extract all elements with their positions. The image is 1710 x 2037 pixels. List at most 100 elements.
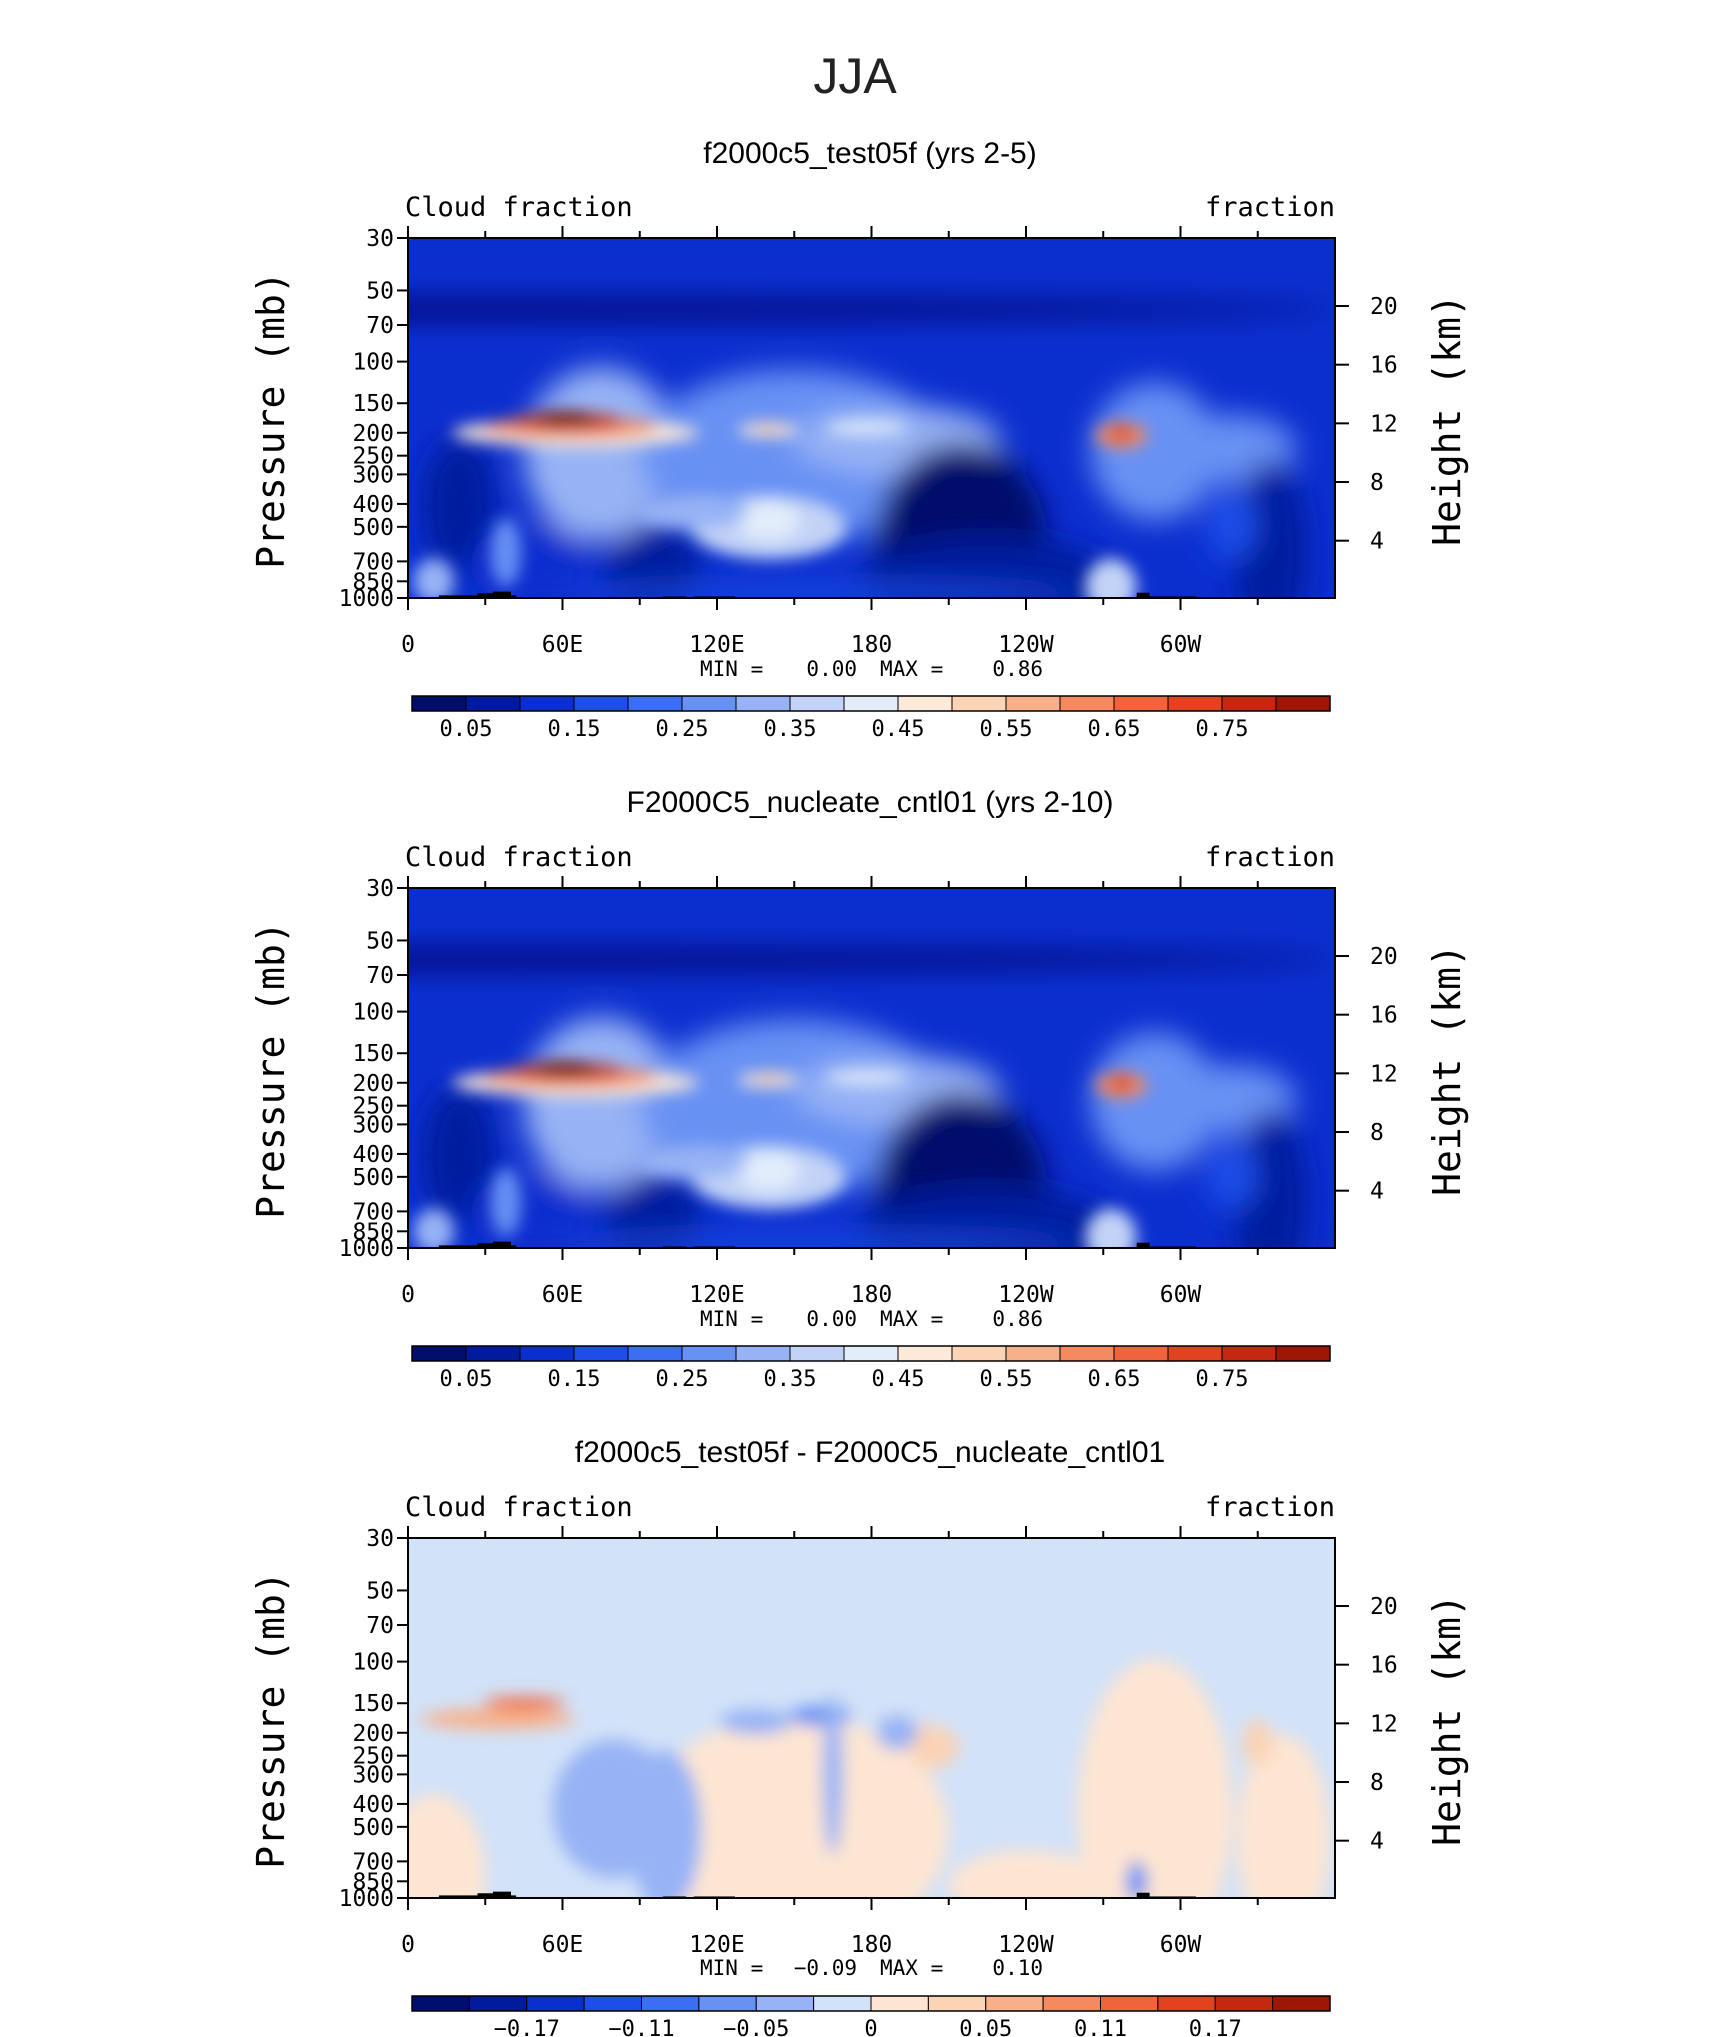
colorbar-segment xyxy=(789,695,845,712)
y-tick-label: 200 xyxy=(352,421,394,447)
topography-1 xyxy=(477,1893,493,1898)
colorbar-frame xyxy=(411,1995,1331,2012)
colorbar-segment xyxy=(641,1995,700,2012)
y-tick-label: 300 xyxy=(352,462,394,488)
field-region-12 xyxy=(1206,1140,1258,1210)
field-label: Cloud fraction xyxy=(405,1492,633,1523)
colorbar-segment xyxy=(927,1995,987,2012)
max-value: 0.10 xyxy=(992,1956,1043,1980)
x-tick-label: 120E xyxy=(689,1932,744,1958)
field-peak-11 xyxy=(634,1144,748,1179)
colorbar-segment xyxy=(1157,1995,1216,2012)
colorbar-segment xyxy=(843,695,899,712)
colorbar-segment xyxy=(789,1345,845,1362)
field-peak-8 xyxy=(1108,425,1135,440)
field-region-11 xyxy=(1234,1110,1307,1248)
colorbar-label: 0.45 xyxy=(872,717,925,742)
x-tick-label: 60E xyxy=(542,1932,584,1958)
colorbar-label: −0.11 xyxy=(608,2017,674,2037)
field-detail xyxy=(413,1062,1148,1248)
colorbar-label: 0.35 xyxy=(764,1367,817,1392)
field-peak-5 xyxy=(755,421,782,436)
field-region-4 xyxy=(1090,382,1220,521)
colorbar-segment xyxy=(985,1995,1044,2012)
field-region-13 xyxy=(562,1235,1078,1248)
y2-tick-label: 4 xyxy=(1370,1829,1384,1855)
topography-6 xyxy=(1136,592,1150,598)
units-label: fraction xyxy=(1205,192,1335,223)
anomaly-13 xyxy=(822,1693,844,1856)
x-tick-label: 60W xyxy=(1160,1932,1202,1958)
colorbar-segment xyxy=(870,1995,929,2012)
y2-tick-label: 20 xyxy=(1370,294,1398,320)
y-tick-label: 50 xyxy=(366,1578,394,1604)
field-region-0 xyxy=(408,949,1335,969)
x-tick-label: 60W xyxy=(1160,1282,1202,1308)
colorbar-label: 0.65 xyxy=(1088,717,1141,742)
y2-tick-label: 12 xyxy=(1370,411,1398,437)
stats-line: MIN = 0.00 MAX = 0.86 xyxy=(700,1307,1043,1331)
colorbar-frame xyxy=(411,695,1331,712)
anomaly-6 xyxy=(1237,1734,1330,1898)
y-tick-label: 30 xyxy=(366,876,394,902)
field-region-1 xyxy=(523,1017,679,1191)
colorbar-label: 0.11 xyxy=(1074,2017,1127,2037)
y-tick-label: 70 xyxy=(366,313,394,339)
min-value: 0.00 xyxy=(806,657,857,681)
field-peak-11 xyxy=(634,494,748,529)
y2-tick-label: 8 xyxy=(1370,470,1384,496)
anomaly-15 xyxy=(1126,1861,1148,1898)
panel-title: f2000c5_test05f (yrs 2-5) xyxy=(703,137,1037,170)
y-tick-label: 850 xyxy=(352,1219,394,1245)
x-tick-label: 0 xyxy=(401,1282,415,1308)
y-tick-label: 50 xyxy=(366,278,394,304)
y-tick-label: 250 xyxy=(352,1744,394,1770)
anomaly-10 xyxy=(629,1750,702,1898)
contour-field xyxy=(408,238,1335,598)
colorbar-segment xyxy=(1221,695,1277,712)
colorbar-segment xyxy=(583,1995,642,2012)
field-peak-5 xyxy=(755,1071,782,1086)
colorbar-label: 0.17 xyxy=(1189,2017,1242,2037)
colorbar-segment xyxy=(519,695,575,712)
x-tick-label: 180 xyxy=(851,1932,893,1958)
colorbar-label: 0.25 xyxy=(656,717,709,742)
colorbar-label: 0.15 xyxy=(548,1367,601,1392)
min-label: MIN = xyxy=(700,1307,763,1331)
topography-3 xyxy=(511,1895,517,1898)
topography-6 xyxy=(1136,1242,1150,1248)
y-tick-label: 1000 xyxy=(339,1236,394,1262)
y2-tick-label: 4 xyxy=(1370,529,1384,555)
y2-tick-label: 8 xyxy=(1370,1120,1384,1146)
y-tick-label: 150 xyxy=(352,391,394,417)
colorbar-segment xyxy=(843,1345,899,1362)
field-region-10 xyxy=(858,1186,1117,1248)
y-tick-label: 400 xyxy=(352,1792,394,1818)
y-tick-label: 1000 xyxy=(339,1886,394,1912)
colorbar-label: 0.25 xyxy=(656,1367,709,1392)
y-tick-label: 250 xyxy=(352,444,394,470)
field-region-7 xyxy=(423,437,496,576)
field-peak-12 xyxy=(413,558,455,598)
panel-cntl01: F2000C5_nucleate_cntl01 (yrs 2-10) Cloud… xyxy=(249,786,1469,1392)
topography-0 xyxy=(438,595,478,598)
topography-2 xyxy=(492,1241,511,1248)
colorbar-segment xyxy=(627,1345,683,1362)
min-value: 0.00 xyxy=(806,1307,857,1331)
colorbar-segment xyxy=(897,695,953,712)
colorbar-segment xyxy=(1275,1345,1331,1362)
topography-2 xyxy=(492,591,511,598)
plot-area xyxy=(408,238,1335,598)
field-region-7 xyxy=(423,1087,496,1226)
field-region-4 xyxy=(1090,1032,1220,1171)
y-tick-label: 50 xyxy=(366,928,394,954)
colorbar-segment xyxy=(813,1995,872,2012)
anomaly-12 xyxy=(789,1705,851,1727)
colorbar-segment xyxy=(465,695,521,712)
anomaly-4 xyxy=(408,1794,486,1898)
topography-2 xyxy=(492,1891,511,1898)
y2-axis-label: Height (km) xyxy=(1425,1594,1469,1846)
